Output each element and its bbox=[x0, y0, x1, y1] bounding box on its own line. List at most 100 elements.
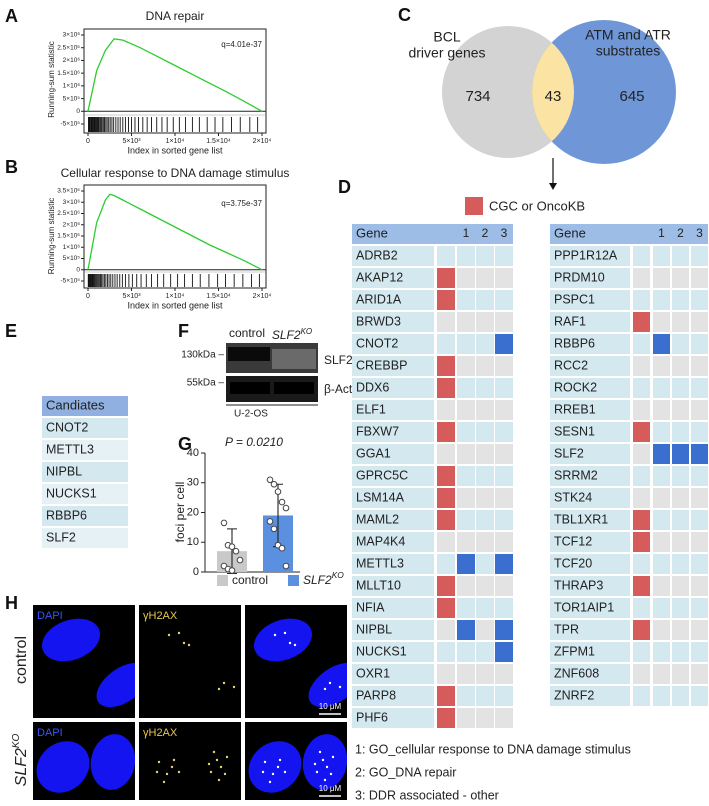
blot-band bbox=[272, 349, 316, 369]
gene-name: NUCKS1 bbox=[356, 644, 407, 658]
y-tick-label: 3×10⁶ bbox=[63, 32, 81, 39]
focus bbox=[323, 687, 327, 691]
gene-cell bbox=[352, 312, 434, 332]
panel-letter: F bbox=[178, 321, 189, 341]
table-row bbox=[42, 418, 128, 438]
gene-cell bbox=[550, 510, 630, 530]
gene-name: RBBP6 bbox=[554, 336, 595, 350]
flag-cell bbox=[495, 664, 513, 684]
focus bbox=[172, 758, 176, 762]
gene-cell bbox=[352, 356, 434, 376]
flag-cell bbox=[653, 642, 670, 662]
gene-name: CNOT2 bbox=[356, 336, 398, 350]
focus bbox=[182, 641, 186, 645]
flag-cell bbox=[476, 576, 494, 596]
table-cell: METTL3 bbox=[46, 442, 94, 456]
y-tick-label: 1.5×10⁶ bbox=[57, 70, 80, 77]
gene-name: ARID1A bbox=[356, 292, 402, 306]
flag-cell bbox=[653, 400, 670, 420]
gene-cell bbox=[550, 466, 630, 486]
flag-cell bbox=[495, 488, 513, 508]
y-tick-label: 2×10⁶ bbox=[63, 221, 81, 228]
flag-cell bbox=[633, 466, 650, 486]
gene-name: TCF12 bbox=[554, 534, 592, 548]
venn-count: 43 bbox=[545, 88, 562, 105]
flag-cell bbox=[691, 466, 708, 486]
cgc-flag bbox=[437, 510, 455, 530]
data-point bbox=[270, 525, 278, 533]
flag-cell bbox=[476, 290, 494, 310]
flag-cell bbox=[476, 708, 494, 728]
y-tick-label: 3×10⁶ bbox=[63, 199, 81, 206]
set-flag bbox=[653, 444, 670, 464]
flag-cell bbox=[633, 444, 650, 464]
legend-swatch bbox=[288, 575, 299, 586]
panel-letter: B bbox=[5, 157, 18, 177]
set-flag bbox=[495, 334, 513, 354]
focus bbox=[329, 772, 333, 776]
gene-name: NIPBL bbox=[356, 622, 392, 636]
data-point bbox=[282, 504, 290, 512]
gene-name: LSM14A bbox=[356, 490, 405, 504]
header-cell: 2 bbox=[677, 226, 684, 240]
focus bbox=[167, 633, 171, 637]
nucleus bbox=[36, 741, 90, 793]
gene-name: MAP4K4 bbox=[356, 534, 405, 548]
focus bbox=[261, 770, 265, 774]
flag-cell bbox=[476, 312, 494, 332]
flag-cell bbox=[457, 400, 475, 420]
legend-swatch bbox=[217, 575, 228, 586]
gene-cell bbox=[550, 290, 630, 310]
flag-cell bbox=[457, 356, 475, 376]
focus bbox=[170, 765, 174, 769]
cgc-flag bbox=[437, 466, 455, 486]
gene-name: ELF1 bbox=[356, 402, 386, 416]
nucleus bbox=[253, 618, 313, 662]
flag-cell bbox=[653, 466, 670, 486]
flag-cell bbox=[691, 378, 708, 398]
data-point bbox=[278, 544, 286, 552]
y-tick-label: 0 bbox=[76, 266, 80, 273]
x-tick-label: 0 bbox=[86, 293, 90, 300]
flag-cell bbox=[653, 312, 670, 332]
table-cell: NIPBL bbox=[46, 464, 82, 478]
gene-name: ROCK2 bbox=[554, 380, 597, 394]
chart-title: Cellular response to DNA damage stimulus bbox=[61, 166, 290, 180]
gene-cell bbox=[550, 576, 630, 596]
table-row bbox=[42, 462, 128, 482]
micrograph: 10 μM bbox=[245, 605, 347, 718]
gene-name: RCC2 bbox=[554, 358, 588, 372]
cgc-flag bbox=[633, 620, 650, 640]
cgc-flag bbox=[437, 422, 455, 442]
flag-cell bbox=[691, 400, 708, 420]
legend-swatch bbox=[465, 197, 483, 215]
gene-cell bbox=[550, 598, 630, 618]
blot-band bbox=[230, 382, 270, 394]
flag-cell bbox=[476, 400, 494, 420]
focus bbox=[177, 770, 181, 774]
annotation: P = 0.0210 bbox=[225, 435, 283, 449]
focus bbox=[162, 780, 166, 784]
flag-cell bbox=[672, 532, 689, 552]
y-axis-label: Running-sum statistic bbox=[47, 198, 56, 274]
y-tick-label: 30 bbox=[187, 477, 199, 489]
flag-cell bbox=[457, 378, 475, 398]
set-flag bbox=[457, 620, 475, 640]
header-cell: 2 bbox=[482, 226, 489, 240]
gene-cell bbox=[352, 642, 434, 662]
focus bbox=[225, 755, 229, 759]
data-point bbox=[266, 518, 274, 525]
focus bbox=[338, 685, 342, 689]
gene-cell bbox=[550, 400, 630, 420]
y-tick-label: 0 bbox=[76, 108, 80, 115]
gene-name: CREBBP bbox=[356, 358, 407, 372]
flag-cell bbox=[437, 246, 455, 266]
flag-cell bbox=[437, 400, 455, 420]
data-point bbox=[232, 547, 240, 555]
lane-label: SLF2KO bbox=[272, 327, 312, 343]
scale-label: 10 μM bbox=[319, 784, 342, 793]
gene-name: TOR1AIP1 bbox=[554, 600, 614, 614]
data-point bbox=[220, 519, 228, 527]
panel-letter: H bbox=[5, 593, 18, 613]
table-header bbox=[42, 396, 128, 416]
